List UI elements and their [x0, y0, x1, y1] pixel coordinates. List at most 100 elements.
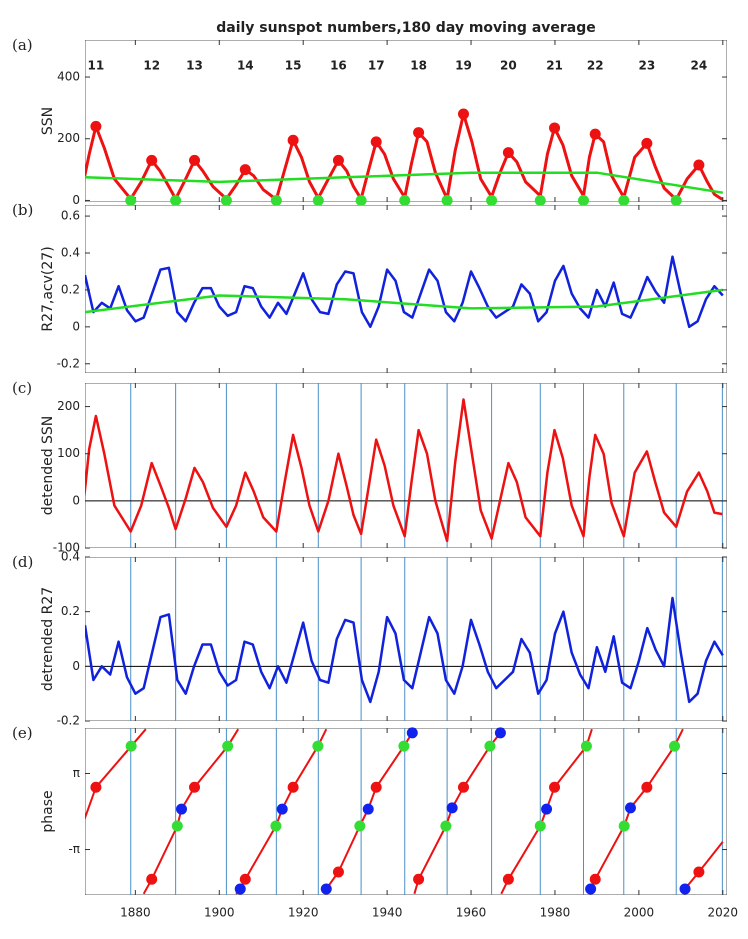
data-dot — [484, 740, 496, 752]
data-dot — [362, 803, 374, 815]
cycle-number: 14 — [237, 59, 254, 73]
data-dot — [189, 781, 201, 793]
plot-area — [85, 40, 727, 202]
data-dot — [270, 820, 282, 832]
cycle-number: 15 — [285, 59, 302, 73]
data-dot — [580, 740, 592, 752]
y-tick-label: 200 — [57, 131, 80, 145]
data-dot — [534, 194, 546, 206]
x-tick-label: 1880 — [120, 906, 151, 920]
chart-title: daily sunspot numbers,180 day moving ave… — [216, 20, 596, 36]
data-dot — [457, 108, 469, 120]
cycle-number: 11 — [88, 59, 105, 73]
data-dot — [693, 159, 705, 171]
data-dot — [332, 866, 344, 878]
y-tick-label: π — [73, 766, 80, 780]
y-tick-label: 0 — [72, 319, 80, 333]
plot-area — [85, 728, 727, 895]
data-dot — [679, 883, 691, 895]
y-tick-label: 0.6 — [61, 209, 80, 223]
x-tick-label: 1940 — [372, 906, 403, 920]
data-line — [85, 288, 723, 314]
plot-area — [85, 205, 727, 373]
cycle-number: 13 — [186, 59, 203, 73]
data-dot — [239, 873, 251, 885]
data-dot — [549, 122, 561, 134]
data-dot — [589, 873, 601, 885]
data-dot — [90, 781, 102, 793]
x-tick-label: 1920 — [288, 906, 319, 920]
data-dot — [457, 781, 469, 793]
data-dot — [189, 154, 201, 166]
data-dot — [641, 137, 653, 149]
cycle-number: 20 — [500, 59, 517, 73]
data-dot — [90, 120, 102, 132]
data-dot — [441, 194, 453, 206]
data-dot — [398, 740, 410, 752]
data-dot — [585, 883, 597, 895]
y-tick-label: -0.2 — [57, 714, 80, 728]
y-axis-label: detended SSN — [40, 416, 56, 516]
data-dot — [146, 154, 158, 166]
y-tick-label: 400 — [57, 70, 80, 84]
data-dot — [222, 740, 234, 752]
y-tick-label: 0.4 — [61, 550, 80, 564]
data-dot — [413, 127, 425, 139]
x-tick-label: 2020 — [708, 906, 739, 920]
panel-label: (c) — [12, 379, 32, 397]
data-dot — [413, 873, 425, 885]
data-dot — [370, 136, 382, 148]
data-dot — [399, 194, 411, 206]
cycle-number: 19 — [455, 59, 472, 73]
data-dot — [220, 194, 232, 206]
cycle-number: 17 — [368, 59, 385, 73]
plot-area — [85, 557, 727, 721]
data-dot — [669, 740, 681, 752]
data-dot — [670, 194, 682, 206]
data-dot — [618, 820, 630, 832]
x-tick-label: 1980 — [540, 906, 571, 920]
x-tick-label: 1960 — [456, 906, 487, 920]
data-dot — [312, 194, 324, 206]
data-dot — [440, 820, 452, 832]
cycle-number: 16 — [330, 59, 347, 73]
data-dot — [486, 194, 498, 206]
data-dot — [312, 740, 324, 752]
data-line — [85, 255, 724, 329]
cycle-number: 23 — [639, 59, 656, 73]
y-tick-label: 0 — [72, 659, 80, 673]
panel-frame — [85, 728, 727, 895]
data-dot — [541, 803, 553, 815]
data-dot — [276, 803, 288, 815]
data-dot — [589, 128, 601, 140]
data-dot — [618, 194, 630, 206]
data-dot — [446, 802, 458, 814]
data-line — [85, 596, 724, 704]
data-dot — [320, 883, 332, 895]
y-tick-label: 0 — [72, 493, 80, 507]
panel-frame — [85, 205, 727, 373]
data-dot — [287, 134, 299, 146]
data-dot — [176, 803, 188, 815]
data-dot — [270, 194, 282, 206]
panel-frame — [85, 557, 727, 721]
y-tick-label: 200 — [57, 399, 80, 413]
data-dot — [494, 727, 506, 739]
y-axis-label: SSN — [40, 107, 56, 135]
data-dot — [239, 164, 251, 176]
cycle-number: 22 — [587, 59, 604, 73]
data-dot — [624, 802, 636, 814]
data-dot — [354, 820, 366, 832]
data-dot — [370, 781, 382, 793]
data-dot — [641, 781, 653, 793]
y-axis-label: phase — [40, 790, 56, 832]
y-tick-label: 0.4 — [61, 246, 80, 260]
panel-label: (a) — [12, 36, 33, 54]
data-dot — [234, 883, 246, 895]
y-tick-label: -0.2 — [57, 356, 80, 370]
y-tick-label: -π — [68, 842, 80, 856]
data-dot — [125, 194, 137, 206]
data-dot — [125, 740, 137, 752]
data-dot — [502, 147, 514, 159]
